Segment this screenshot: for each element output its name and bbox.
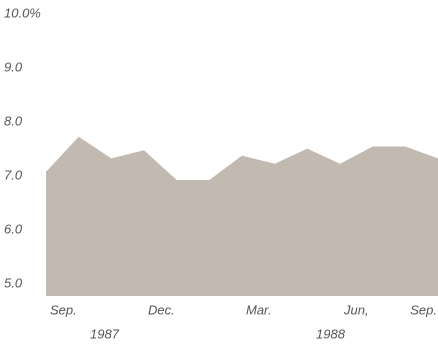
x-tick-label: Sep. (50, 302, 77, 317)
year-label: 1988 (316, 326, 346, 341)
year-label: 1987 (90, 326, 120, 341)
y-tick-label: 10.0% (4, 5, 41, 20)
y-tick-label: 9.0 (4, 59, 23, 74)
y-tick-label: 6.0 (4, 221, 23, 236)
x-tick-label: Jun, (343, 302, 369, 317)
x-tick-label: Dec. (148, 302, 175, 317)
y-tick-label: 5.0 (4, 275, 23, 290)
area (46, 136, 438, 296)
x-tick-label: Mar. (246, 302, 272, 317)
y-tick-label: 8.0 (4, 113, 23, 128)
x-tick-label: Sep. (410, 302, 437, 317)
y-tick-label: 7.0 (4, 167, 23, 182)
